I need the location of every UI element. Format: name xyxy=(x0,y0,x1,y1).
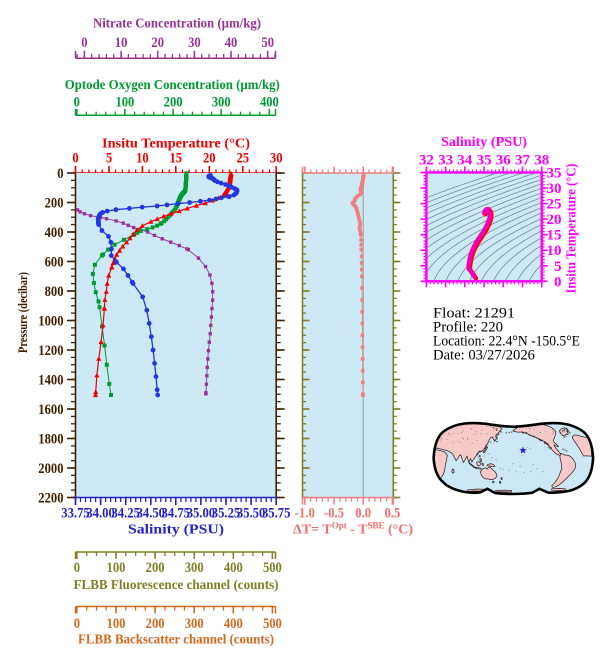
svg-text:34.75: 34.75 xyxy=(162,506,190,522)
svg-text:Location: 22.4°N -150.5°E: Location: 22.4°N -150.5°E xyxy=(433,334,580,350)
svg-text:500: 500 xyxy=(263,616,282,632)
svg-text:Date: 03/27/2026: Date: 03/27/2026 xyxy=(433,348,535,364)
svg-text:1000: 1000 xyxy=(38,314,63,330)
svg-text:400: 400 xyxy=(260,95,279,111)
svg-text:34: 34 xyxy=(457,153,473,169)
svg-text:800: 800 xyxy=(45,284,64,300)
svg-text:38: 38 xyxy=(534,153,549,169)
svg-text:0: 0 xyxy=(74,95,80,111)
svg-text:32: 32 xyxy=(419,153,434,169)
svg-text:300: 300 xyxy=(212,95,231,111)
svg-text:400: 400 xyxy=(45,225,64,241)
svg-text:35: 35 xyxy=(477,153,492,169)
svg-text:33.75: 33.75 xyxy=(61,506,89,522)
svg-text:5: 5 xyxy=(106,151,112,167)
svg-text:30: 30 xyxy=(547,181,562,197)
svg-text:15: 15 xyxy=(170,151,183,167)
svg-text:25: 25 xyxy=(237,151,250,167)
svg-text:300: 300 xyxy=(185,560,204,576)
svg-text:34.00: 34.00 xyxy=(86,506,114,522)
svg-text:100: 100 xyxy=(107,560,126,576)
svg-text:0: 0 xyxy=(57,166,63,182)
svg-text:35.75: 35.75 xyxy=(262,506,290,522)
svg-text:Pressure (decibar): Pressure (decibar) xyxy=(15,272,30,353)
svg-text:50: 50 xyxy=(261,35,274,51)
svg-text:1400: 1400 xyxy=(38,373,63,389)
svg-text:34.50: 34.50 xyxy=(137,506,165,522)
svg-text:300: 300 xyxy=(185,616,204,632)
svg-text:15: 15 xyxy=(547,228,562,244)
svg-text:600: 600 xyxy=(45,255,64,271)
svg-text:Profile: 220: Profile: 220 xyxy=(433,320,503,336)
svg-text:1600: 1600 xyxy=(38,402,63,418)
svg-text:35.00: 35.00 xyxy=(187,506,215,522)
svg-text:Salinity (PSU): Salinity (PSU) xyxy=(128,522,224,537)
svg-text:2200: 2200 xyxy=(38,491,63,507)
svg-text:5: 5 xyxy=(554,259,562,275)
svg-text:30: 30 xyxy=(188,35,201,51)
svg-text:0.5: 0.5 xyxy=(385,506,401,522)
svg-text:FLBB Fluorescence channel (cou: FLBB Fluorescence channel (counts) xyxy=(74,578,279,593)
svg-text:Nitrate Concentration (µm/kg): Nitrate Concentration (µm/kg) xyxy=(93,17,261,32)
svg-text:200: 200 xyxy=(164,95,183,111)
svg-text:2000: 2000 xyxy=(38,461,63,477)
svg-text:0: 0 xyxy=(72,151,78,167)
svg-text:0: 0 xyxy=(74,616,80,632)
svg-text:1200: 1200 xyxy=(38,343,63,359)
svg-text:35.50: 35.50 xyxy=(237,506,265,522)
svg-text:37: 37 xyxy=(515,153,531,169)
svg-text:400: 400 xyxy=(224,616,243,632)
svg-text:20: 20 xyxy=(547,212,562,228)
svg-text:500: 500 xyxy=(263,560,282,576)
svg-text:FLBB Backscatter channel (coun: FLBB Backscatter channel (counts) xyxy=(78,633,274,648)
svg-text:20: 20 xyxy=(151,35,164,51)
svg-text:Optode Oxygen Concentration (µ: Optode Oxygen Concentration (µm/kg) xyxy=(65,78,280,93)
svg-text:35: 35 xyxy=(547,166,562,182)
svg-text:0: 0 xyxy=(74,560,80,576)
svg-text:10: 10 xyxy=(547,243,562,259)
svg-text:Salinity (PSU): Salinity (PSU) xyxy=(441,134,527,149)
svg-text:ΔT= TOpt - TSBE (°C): ΔT= TOpt - TSBE (°C) xyxy=(293,521,413,538)
svg-text:0: 0 xyxy=(554,274,562,290)
svg-text:100: 100 xyxy=(107,616,126,632)
svg-text:-1.0: -1.0 xyxy=(295,506,315,522)
svg-text:33: 33 xyxy=(438,153,453,169)
svg-text:200: 200 xyxy=(45,196,64,212)
svg-text:0.0: 0.0 xyxy=(355,506,371,522)
svg-text:10: 10 xyxy=(136,151,149,167)
svg-text:30: 30 xyxy=(270,151,283,167)
svg-text:100: 100 xyxy=(115,95,134,111)
svg-text:36: 36 xyxy=(496,153,512,169)
svg-text:0: 0 xyxy=(81,35,87,51)
svg-text:200: 200 xyxy=(146,616,165,632)
svg-text:Insitu Temperature (°C): Insitu Temperature (°C) xyxy=(564,164,579,294)
svg-text:-0.5: -0.5 xyxy=(324,506,344,522)
svg-text:40: 40 xyxy=(225,35,238,51)
svg-text:1800: 1800 xyxy=(38,432,63,448)
svg-text:34.25: 34.25 xyxy=(112,506,140,522)
svg-text:20: 20 xyxy=(203,151,216,167)
svg-text:Float: 21291: Float: 21291 xyxy=(433,306,515,322)
svg-text:25: 25 xyxy=(547,197,562,213)
svg-text:Insitu Temperature (°C): Insitu Temperature (°C) xyxy=(102,137,250,152)
svg-text:400: 400 xyxy=(224,560,243,576)
svg-text:35.25: 35.25 xyxy=(212,506,240,522)
svg-text:200: 200 xyxy=(146,560,165,576)
svg-text:10: 10 xyxy=(115,35,128,51)
